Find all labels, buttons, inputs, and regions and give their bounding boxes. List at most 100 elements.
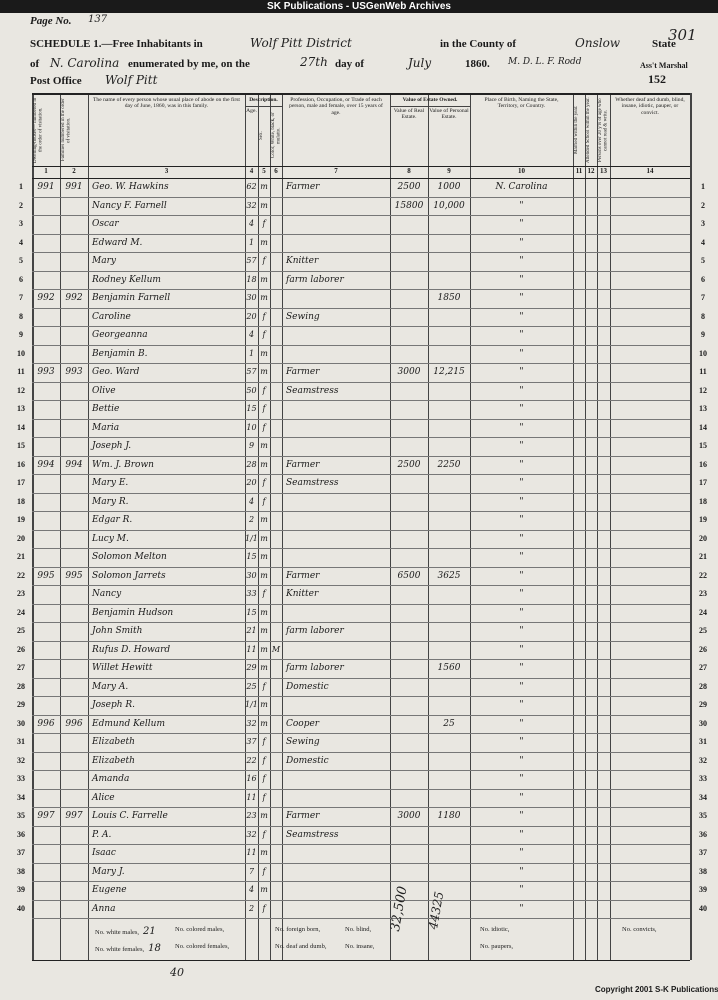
line-number: 20	[17, 533, 25, 543]
entry: Seamstress	[286, 829, 339, 840]
column-number: 9	[447, 168, 451, 175]
row-rule	[32, 270, 690, 272]
row-rule	[32, 603, 690, 605]
entry: 4	[248, 219, 255, 228]
entry: 4	[248, 330, 255, 339]
footer-label: No. colored females,	[175, 943, 230, 950]
line-number: 26	[699, 644, 707, 654]
entry: Mary A.	[92, 681, 129, 692]
entry: 25	[443, 718, 455, 729]
column-header: Place of Birth, Naming the State, Territ…	[484, 97, 559, 110]
line-number: 11	[17, 367, 25, 376]
entry: "	[519, 774, 524, 784]
row-rule	[32, 566, 690, 568]
line-number: 9	[701, 330, 705, 339]
entry: 15	[246, 552, 257, 561]
group-rule	[245, 106, 282, 107]
entry: "	[519, 663, 524, 673]
entry: 30	[246, 293, 257, 302]
line-number: 31	[17, 737, 25, 746]
entry: m	[260, 200, 268, 210]
entry: 32	[246, 200, 257, 210]
entry: 30	[246, 570, 257, 580]
header-rule	[32, 166, 690, 167]
entry: "	[519, 737, 524, 747]
entry: "	[519, 681, 524, 692]
state-label: State	[652, 38, 676, 50]
post-office: Wolf Pitt	[105, 73, 158, 87]
line-number: 28	[17, 681, 25, 691]
line-number: 9	[19, 330, 23, 339]
entry: f	[262, 422, 266, 432]
line-number: 5	[701, 256, 705, 265]
entry: "	[519, 885, 524, 895]
row-rule	[32, 659, 690, 660]
line-number: 29	[17, 700, 25, 709]
entry: m	[260, 663, 268, 672]
entry: 3000	[397, 367, 421, 377]
row-rule	[32, 548, 690, 549]
column-header: Married within the year.	[574, 105, 579, 155]
entry: "	[519, 237, 524, 248]
entry: Willet Hewitt	[92, 663, 153, 673]
entry: m	[260, 607, 268, 617]
entry: "	[519, 330, 524, 340]
column-number: 2	[72, 168, 76, 175]
entry: farm laborer	[286, 274, 344, 285]
line-number: 15	[17, 441, 25, 450]
entry: "	[519, 311, 524, 322]
line-number: 23	[17, 589, 25, 598]
row-rule	[32, 196, 690, 198]
line-number: 16	[699, 459, 707, 469]
line-number: 22	[699, 570, 707, 580]
row-rule	[32, 511, 690, 512]
row-rule	[32, 326, 690, 327]
entry: farm laborer	[286, 663, 344, 673]
entry: "	[519, 718, 524, 729]
enumerated-label: enumerated by me, on the	[128, 58, 250, 70]
entry: 997	[37, 811, 55, 821]
entry: "	[519, 385, 524, 396]
column-header: Persons over 20 y'rs of age who cannot r…	[598, 98, 609, 162]
entry: 995	[37, 570, 55, 581]
entry: m	[260, 367, 268, 376]
line-number: 32	[699, 755, 707, 765]
entry: m	[260, 718, 268, 728]
entry: 3000	[397, 811, 421, 821]
line-number: 40	[699, 903, 707, 913]
entry: 32	[246, 829, 257, 839]
line-number: 20	[699, 533, 707, 543]
day-label: day of	[335, 58, 365, 70]
footer-label: No. insane,	[345, 943, 375, 950]
entry: Domestic	[286, 681, 329, 692]
footer-value: 21	[143, 926, 156, 937]
line-number: 17	[699, 478, 707, 487]
entry: f	[262, 496, 266, 506]
row-rule	[32, 881, 690, 882]
column-number: 10	[518, 168, 525, 175]
line-number: 25	[699, 626, 707, 635]
row-rule	[32, 862, 690, 864]
entry: 4	[248, 496, 255, 506]
column-rule	[470, 93, 471, 960]
line-number: 36	[17, 829, 25, 839]
row-rule	[32, 899, 690, 901]
entry: f	[262, 219, 266, 228]
column-header: Color, White, black, or mulatto.	[271, 112, 281, 159]
entry: "	[519, 404, 524, 414]
entry: "	[519, 422, 524, 433]
entry: 21	[246, 626, 257, 635]
line-number: 36	[699, 829, 707, 839]
footer-item: No. colored males,	[175, 926, 224, 933]
line-number: 38	[17, 866, 25, 876]
entry: f	[262, 478, 266, 487]
entry: Maria	[92, 422, 120, 433]
column-header: Dwelling-houses— numbered in the order o…	[33, 97, 44, 163]
entry: f	[262, 385, 266, 395]
entry: f	[262, 256, 266, 265]
entry: 1	[248, 348, 255, 358]
entry: 997	[65, 811, 83, 821]
entry: Mary E.	[92, 478, 129, 488]
column-number: 4	[249, 168, 254, 175]
entry: 11	[246, 792, 257, 802]
